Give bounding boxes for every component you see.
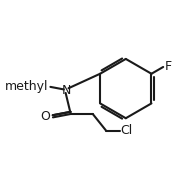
Text: O: O xyxy=(40,110,50,123)
Text: F: F xyxy=(164,60,171,74)
Text: methyl: methyl xyxy=(5,80,49,93)
Text: Cl: Cl xyxy=(121,124,133,137)
Text: N: N xyxy=(62,84,71,97)
